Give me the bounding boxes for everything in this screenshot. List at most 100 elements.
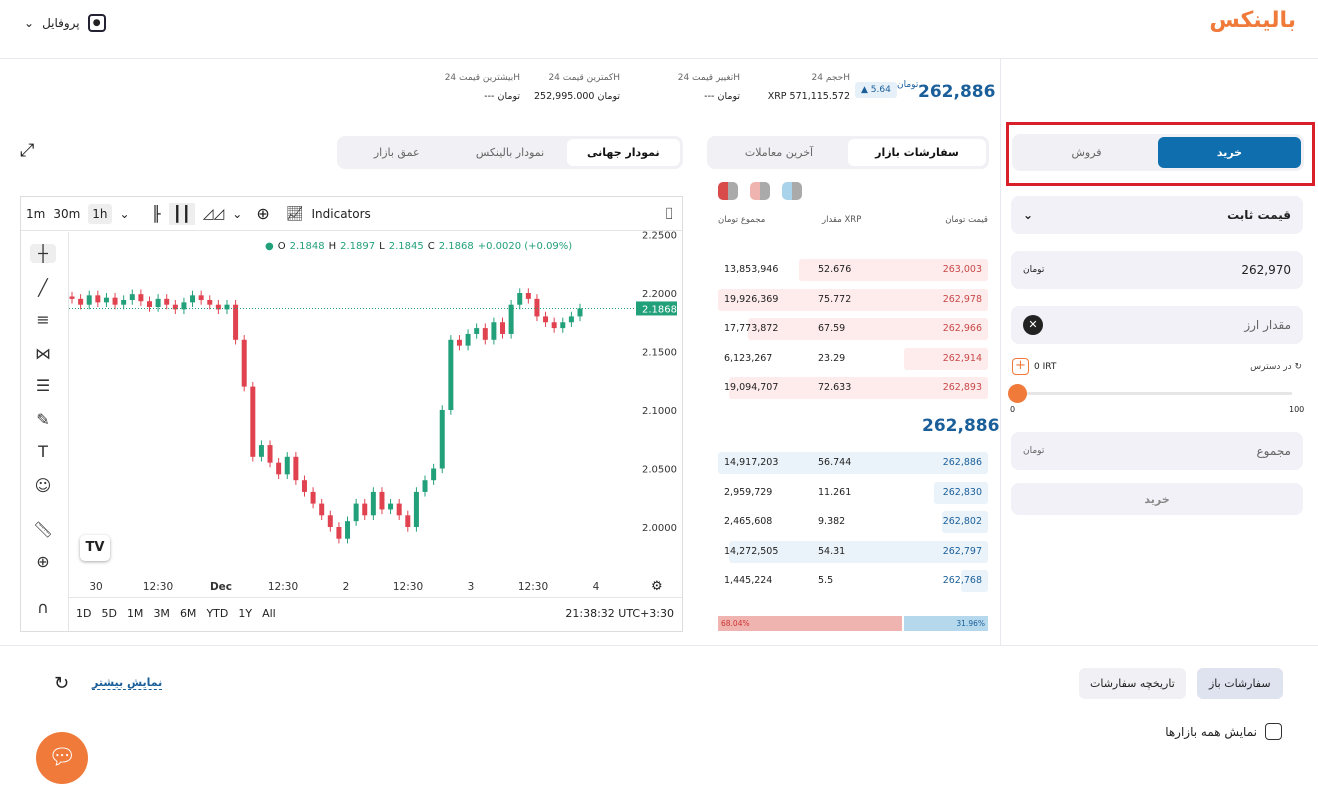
- tab-recent-trades[interactable]: آخرین معاملات: [744, 146, 814, 159]
- emoji-icon[interactable]: ☺: [34, 476, 52, 495]
- tab-sell[interactable]: فروش: [1071, 146, 1102, 159]
- brush-icon[interactable]: ✎: [36, 410, 50, 429]
- profile-menu[interactable]: ⌄ پروفایل ●: [24, 14, 106, 32]
- range-3M[interactable]: 3M: [153, 607, 170, 620]
- price: 262,797: [942, 545, 982, 557]
- ask-row[interactable]: 13,853,946 52.676 263,003: [718, 259, 988, 281]
- ask-row[interactable]: 19,094,707 72.633 262,893: [718, 377, 988, 399]
- range-All[interactable]: All: [262, 607, 276, 620]
- range-1M[interactable]: 1M: [126, 607, 144, 620]
- logo[interactable]: بالینکس: [1209, 8, 1296, 33]
- tab-global-chart[interactable]: نمودار جهانی: [566, 139, 680, 166]
- y-tick-label: 2.2500: [642, 231, 677, 242]
- total: 2,959,729: [724, 486, 773, 498]
- bid-row[interactable]: 1,445,224 5.5 262,768: [718, 570, 988, 592]
- chevron-down-icon[interactable]: ⌄: [119, 206, 130, 221]
- checkbox[interactable]: [1265, 723, 1282, 740]
- range-1Y[interactable]: 1Y: [238, 607, 253, 620]
- indicators-button[interactable]: Indicators: [311, 206, 371, 221]
- expand-icon[interactable]: ⤢: [20, 140, 35, 161]
- candle-body: [78, 298, 84, 305]
- interval-1h[interactable]: 1h: [88, 203, 112, 224]
- bar-chart-icon[interactable]: ╟: [151, 204, 161, 223]
- tab-buy[interactable]: خرید: [1158, 137, 1301, 168]
- last-price: 262,886: [918, 82, 996, 102]
- tab-balinex-chart[interactable]: نمودار بالینکس: [475, 146, 545, 159]
- projection-icon[interactable]: ☰: [35, 376, 51, 395]
- col-price: قیمت تومان: [945, 215, 988, 225]
- candle-body: [103, 297, 109, 303]
- candle-body: [138, 294, 144, 302]
- area-chart-icon[interactable]: ◿◿: [202, 205, 225, 222]
- candle-body: [388, 503, 394, 510]
- x-tick-label: 3: [468, 581, 475, 593]
- ruler-icon[interactable]: 📏︎: [32, 520, 54, 539]
- total: 6,123,267: [724, 352, 773, 364]
- amount: 5.5: [818, 575, 834, 586]
- tab-market-depth[interactable]: عمق بازار: [373, 146, 420, 159]
- show-more-link[interactable]: نمایش بیشتر: [92, 676, 163, 690]
- interval-30m[interactable]: 30m: [53, 206, 81, 221]
- divider: [0, 58, 1318, 59]
- settings-icon[interactable]: ⚙: [651, 579, 663, 594]
- amount: 75.772: [818, 293, 852, 305]
- stat-value: 252,995.000 تومان: [534, 91, 620, 102]
- orderbook-view-toggle: [718, 182, 802, 200]
- range-1D[interactable]: 1D: [76, 607, 92, 620]
- clock: 21:38:32 UTC+3:30: [565, 607, 674, 620]
- total-input[interactable]: مجموع تومان: [1011, 432, 1303, 470]
- add-icon[interactable]: ⊕: [256, 204, 270, 223]
- orderbook-tabs: سفارشات بازار آخرین معاملات: [707, 136, 989, 169]
- submit-buy-button[interactable]: خرید: [1011, 483, 1303, 515]
- crosshair-icon[interactable]: ┼: [30, 244, 56, 263]
- tab-open-orders[interactable]: سفارشات باز: [1197, 668, 1283, 699]
- all-markets-checkbox[interactable]: نمایش همه بازارها: [1165, 723, 1282, 740]
- slider-handle[interactable]: [1008, 384, 1027, 403]
- tab-order-history[interactable]: تاریخچه سفارشات: [1079, 668, 1186, 699]
- amount-input[interactable]: مقدار ارز ✕: [1011, 306, 1303, 344]
- x-tick-label: 12:30: [518, 581, 548, 593]
- ask-row[interactable]: 17,773,872 67.59 262,966: [718, 318, 988, 340]
- chat-support-icon[interactable]: 💬︎: [36, 732, 88, 784]
- range-5D[interactable]: 5D: [101, 607, 117, 620]
- zoom-icon[interactable]: ⊕: [36, 552, 50, 571]
- both-sides-icon[interactable]: [718, 182, 738, 200]
- tab-market-orders[interactable]: سفارشات بازار: [848, 139, 986, 166]
- candle-chart-icon[interactable]: ┃┃: [168, 202, 195, 225]
- range-YTD[interactable]: YTD: [206, 607, 229, 620]
- ask-row[interactable]: 6,123,267 23.29 262,914: [718, 347, 988, 370]
- fib-icon[interactable]: ≡: [36, 310, 50, 329]
- candle-body: [284, 456, 290, 475]
- price-input[interactable]: 262,970 تومان: [1011, 251, 1303, 289]
- bid-row[interactable]: 14,272,505 54.31 262,797: [718, 540, 988, 563]
- bid-row[interactable]: 14,917,203 56.744 262,886: [718, 452, 988, 474]
- indicators-icon[interactable]: 📈︎: [285, 205, 304, 222]
- candlestick-chart[interactable]: 2.2500 2.2000 2.1500 2.1000 2.0500 2.0000 30 12…: [0, 0, 700, 640]
- refresh-icon[interactable]: ↻: [54, 673, 70, 694]
- candle-body: [146, 301, 152, 308]
- deposit-plus-icon[interactable]: +: [1012, 358, 1029, 375]
- candle-body: [224, 304, 230, 310]
- stat-label: کمترین قیمت 24H: [548, 73, 620, 83]
- chevron-down-icon[interactable]: ⌄: [232, 206, 243, 221]
- ask-row[interactable]: 19,926,369 75.772 262,978: [718, 288, 988, 311]
- range-6M[interactable]: 6M: [179, 607, 197, 620]
- order-type-select[interactable]: قیمت ثابت ⌄: [1011, 196, 1303, 234]
- candle-body: [164, 298, 170, 305]
- asks-only-icon[interactable]: [750, 182, 770, 200]
- interval-1m[interactable]: 1m: [26, 206, 46, 221]
- bid-row[interactable]: 2,465,608 9.382 262,802: [718, 511, 988, 533]
- amount-slider[interactable]: [1012, 392, 1292, 395]
- camera-icon[interactable]: ⌷: [664, 203, 674, 223]
- candle-body: [577, 308, 583, 317]
- profile-label: پروفایل: [42, 16, 80, 30]
- magnet-icon[interactable]: ∩: [37, 598, 49, 617]
- text-icon[interactable]: T: [38, 442, 48, 461]
- bids-only-icon[interactable]: [782, 182, 802, 200]
- chart-widget: 1m 30m 1h ⌄ ╟ ┃┃ ◿◿ ⌄ ⊕ 📈︎ Indicators ⌷ …: [20, 196, 683, 632]
- pattern-icon[interactable]: ⋈: [35, 344, 51, 363]
- divider: [1000, 58, 1001, 646]
- tradingview-logo[interactable]: TV: [80, 535, 110, 561]
- bid-row[interactable]: 2,959,729 11.261 262,830: [718, 481, 988, 504]
- trend-line-icon[interactable]: ╱: [38, 278, 48, 297]
